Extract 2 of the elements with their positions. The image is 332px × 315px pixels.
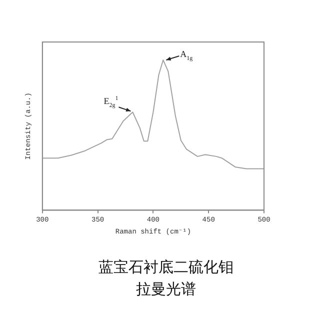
annotation: A$_{1g}$ (180, 49, 193, 62)
text: 蓝宝石衬底二硫化钼拉曼光谱 (98, 257, 234, 300)
